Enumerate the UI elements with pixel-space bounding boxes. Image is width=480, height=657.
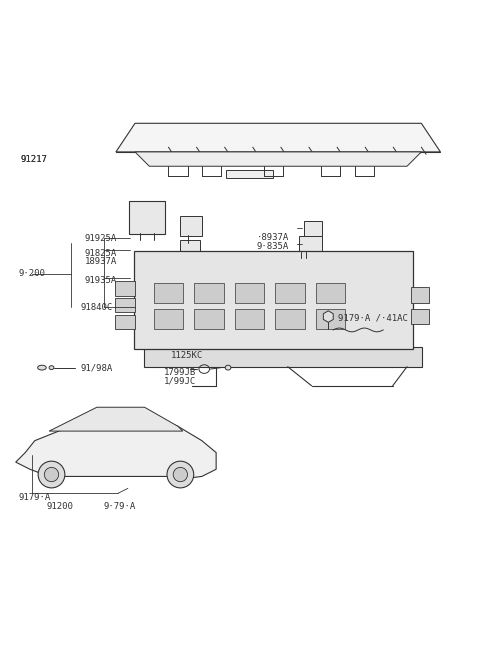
Ellipse shape [225,365,231,370]
FancyBboxPatch shape [411,309,429,324]
Text: 1/99JC: 1/99JC [164,376,196,386]
Text: 1125KC: 1125KC [171,351,203,360]
Text: 9·200: 9·200 [18,269,45,278]
Text: 9·835A: 9·835A [257,242,289,252]
FancyBboxPatch shape [226,170,274,178]
FancyBboxPatch shape [154,309,183,329]
FancyBboxPatch shape [180,240,200,258]
Text: 91925A: 91925A [85,235,117,243]
Circle shape [38,461,65,488]
Circle shape [173,467,188,482]
FancyBboxPatch shape [180,216,202,236]
FancyBboxPatch shape [316,309,346,329]
Text: 9·79·A: 9·79·A [104,501,136,510]
Polygon shape [135,152,421,166]
Polygon shape [16,415,216,479]
Ellipse shape [49,366,54,369]
Text: 91935A: 91935A [85,277,117,285]
FancyBboxPatch shape [411,288,429,303]
Text: 18937A: 18937A [85,257,117,265]
Text: 1799JB: 1799JB [164,369,196,377]
Text: 91217: 91217 [21,154,48,164]
FancyBboxPatch shape [116,315,135,329]
Text: 91840C: 91840C [80,302,112,311]
Text: 91/98A: 91/98A [80,363,112,372]
Circle shape [44,467,59,482]
Text: 91200: 91200 [47,501,73,510]
FancyBboxPatch shape [194,309,224,329]
Text: 9179·A: 9179·A [18,493,50,503]
FancyBboxPatch shape [194,283,224,303]
Polygon shape [116,124,441,152]
FancyBboxPatch shape [235,283,264,303]
Polygon shape [49,407,183,431]
Text: 91217: 91217 [21,154,48,164]
Text: 91825A: 91825A [85,248,117,258]
FancyBboxPatch shape [316,283,346,303]
FancyBboxPatch shape [144,347,422,367]
FancyBboxPatch shape [276,309,305,329]
FancyBboxPatch shape [276,283,305,303]
FancyBboxPatch shape [116,281,135,296]
FancyBboxPatch shape [129,201,165,234]
Ellipse shape [37,365,46,370]
FancyBboxPatch shape [116,298,135,312]
FancyBboxPatch shape [235,309,264,329]
FancyBboxPatch shape [304,221,322,236]
FancyBboxPatch shape [134,251,413,349]
FancyBboxPatch shape [299,236,322,253]
Text: 9179·A /·41AC: 9179·A /·41AC [338,313,408,322]
FancyBboxPatch shape [154,283,183,303]
Text: ·8937A: ·8937A [257,233,289,242]
Circle shape [167,461,194,488]
